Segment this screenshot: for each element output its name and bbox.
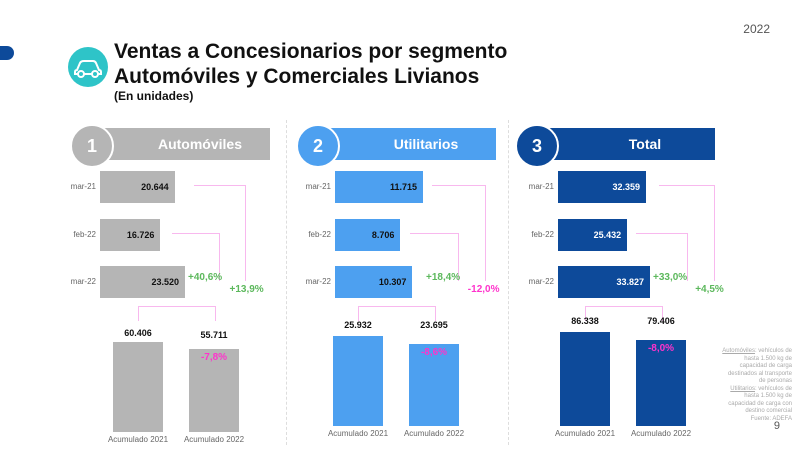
accum-value: 55.711	[200, 330, 228, 340]
connector-line	[585, 306, 663, 321]
bar-mar-21: 20.644	[100, 171, 175, 203]
accum-value: 23.695	[420, 320, 448, 330]
page-title-line2: Automóviles y Comerciales Livianos	[114, 65, 480, 88]
footnote-util-text: : vehículos de hasta 1.500 kg de capacid…	[728, 385, 792, 415]
bar-mar-21: 32.359	[558, 171, 646, 203]
footnote-util-term: Utilitarios	[730, 385, 755, 392]
accum-category-label: Acumulado 2022	[630, 429, 692, 438]
bar-mar-22: 23.520	[100, 266, 185, 298]
connector-line	[172, 233, 220, 281]
pct-vs-prev-year: +13,9%	[229, 284, 264, 295]
divider	[508, 120, 509, 445]
accum-value: 25.932	[344, 320, 372, 330]
category-label: mar-22	[70, 277, 96, 286]
page-title: Ventas a Concesionarios por segmento	[114, 40, 508, 63]
side-tab	[0, 46, 14, 60]
connector-line	[431, 185, 486, 281]
accum-bar	[636, 339, 686, 426]
segment-header: Automóviles	[100, 128, 270, 160]
segment-number: 3	[515, 124, 559, 168]
accum-category-label: Acumulado 2021	[554, 429, 616, 438]
accum-bar	[333, 336, 383, 426]
category-label: mar-21	[70, 182, 96, 191]
bar-mar-21: 11.715	[335, 171, 423, 203]
pct-vs-prev-year: -12,0%	[467, 284, 500, 295]
car-icon	[68, 47, 108, 87]
category-label: mar-21	[528, 182, 554, 191]
segment-number: 1	[70, 124, 114, 168]
segment-number: 2	[296, 124, 340, 168]
bar-mar-22: 10.307	[335, 266, 413, 298]
divider	[286, 120, 287, 445]
page-number: 9	[773, 420, 780, 432]
bar-feb-22: 25.432	[558, 219, 628, 251]
category-label: mar-22	[528, 277, 554, 286]
category-label: feb-22	[531, 230, 554, 239]
category-label: mar-22	[305, 277, 331, 286]
accum-bar	[113, 342, 163, 432]
year-label: 2022	[743, 22, 770, 36]
accum-category-label: Acumulado 2021	[107, 435, 169, 444]
category-label: mar-21	[305, 182, 331, 191]
page-subtitle: (En unidades)	[114, 89, 194, 103]
accum-bar	[560, 332, 610, 426]
category-label: feb-22	[308, 230, 331, 239]
connector-line	[659, 185, 716, 281]
bar-feb-22: 16.726	[100, 219, 161, 251]
segment-header: Utilitarios	[326, 128, 496, 160]
bar-feb-22: 8.706	[335, 219, 401, 251]
accum-bar	[409, 343, 459, 426]
accum-value: 79.406	[647, 316, 675, 326]
pct-vs-prev-month: +18,4%	[426, 272, 461, 283]
segment-header: Total	[545, 128, 715, 160]
pct-vs-prev-year: +4,5%	[695, 284, 724, 295]
accum-bar	[189, 348, 239, 432]
connector-line	[358, 306, 436, 321]
accum-value: 86.338	[571, 316, 599, 326]
footnote-source: Fuente: ADEFA	[750, 415, 792, 422]
accum-pct: -8,0%	[647, 342, 675, 354]
connector-line	[636, 233, 688, 281]
accum-value: 60.406	[124, 328, 152, 338]
bar-mar-22: 33.827	[558, 266, 650, 298]
pct-vs-prev-month: +33,0%	[653, 272, 688, 283]
pct-vs-prev-month: +40,6%	[188, 272, 223, 283]
connector-line	[193, 185, 246, 281]
accum-pct: -8,6%	[420, 346, 448, 358]
connector-line	[138, 306, 216, 321]
accum-category-label: Acumulado 2022	[403, 429, 465, 438]
connector-line	[409, 233, 460, 281]
accum-category-label: Acumulado 2022	[183, 435, 245, 444]
footnote: Automóviles: vehículos de hasta 1.500 kg…	[722, 348, 792, 423]
footnote-auto-term: Automóviles	[722, 348, 755, 354]
accum-category-label: Acumulado 2021	[327, 429, 389, 438]
category-label: feb-22	[73, 230, 96, 239]
footnote-auto-text: : vehículos de hasta 1.500 kg de capacid…	[727, 348, 792, 384]
accum-pct: -7,8%	[200, 351, 228, 363]
